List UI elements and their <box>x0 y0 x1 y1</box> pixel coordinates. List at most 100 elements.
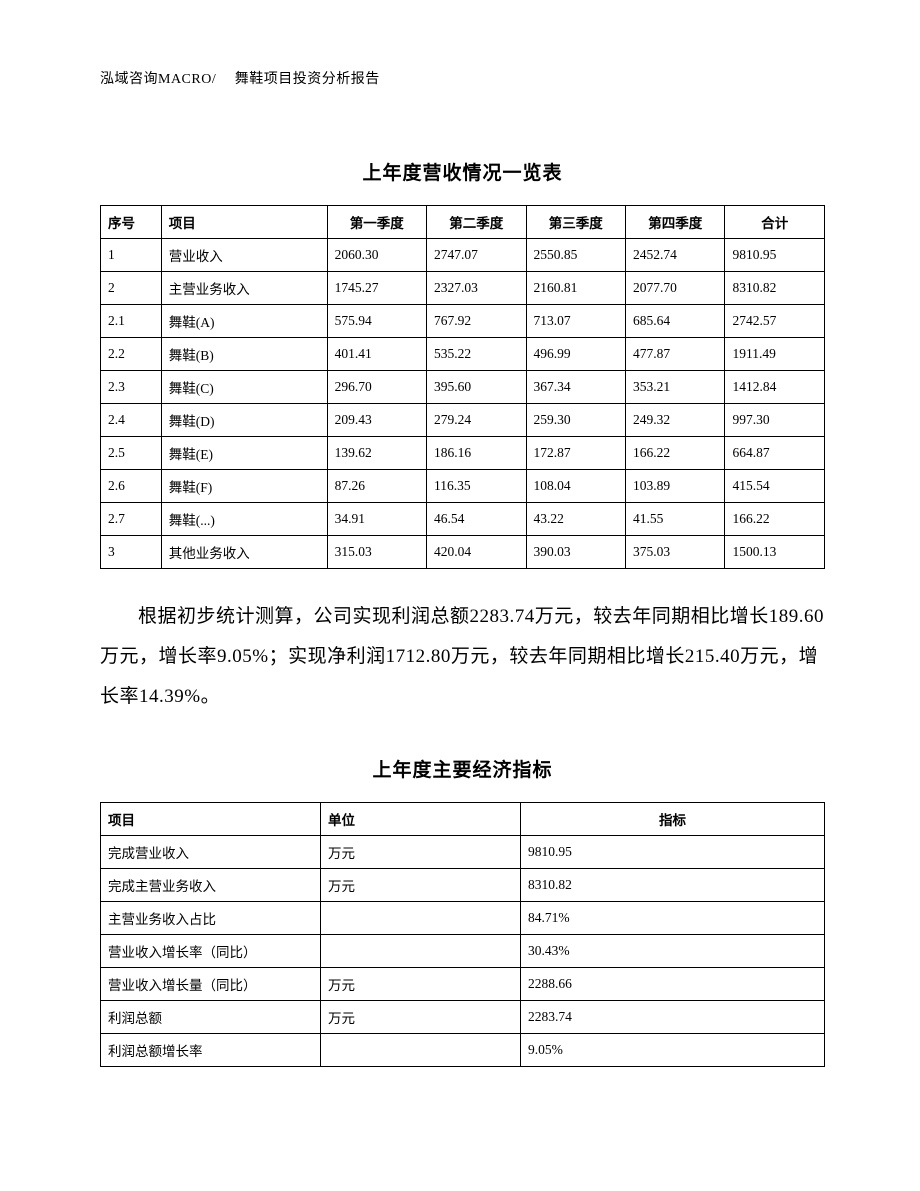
table-cell: 367.34 <box>526 371 625 404</box>
table-cell: 166.22 <box>725 503 825 536</box>
table-row: 2.1舞鞋(A)575.94767.92713.07685.642742.57 <box>101 305 825 338</box>
table-cell: 2060.30 <box>327 239 426 272</box>
table-cell: 575.94 <box>327 305 426 338</box>
table-cell: 496.99 <box>526 338 625 371</box>
header-text: 泓域咨询MACRO/ 舞鞋项目投资分析报告 <box>100 72 380 87</box>
table-cell: 172.87 <box>526 437 625 470</box>
table-cell: 997.30 <box>725 404 825 437</box>
table-cell: 利润总额增长率 <box>101 1033 321 1066</box>
table-cell: 9.05% <box>521 1033 825 1066</box>
table-cell: 249.32 <box>625 404 724 437</box>
table-row: 完成主营业务收入万元8310.82 <box>101 868 825 901</box>
table-row: 1营业收入2060.302747.072550.852452.749810.95 <box>101 239 825 272</box>
table-cell: 2288.66 <box>521 967 825 1000</box>
table-cell: 415.54 <box>725 470 825 503</box>
table-cell: 9810.95 <box>725 239 825 272</box>
table-cell: 103.89 <box>625 470 724 503</box>
table-cell: 30.43% <box>521 934 825 967</box>
table-cell: 139.62 <box>327 437 426 470</box>
table-cell: 2550.85 <box>526 239 625 272</box>
table-row: 完成营业收入万元9810.95 <box>101 835 825 868</box>
table-cell <box>321 934 521 967</box>
table-cell: 477.87 <box>625 338 724 371</box>
table-row: 营业收入增长率（同比） 30.43% <box>101 934 825 967</box>
table-row: 3其他业务收入315.03420.04390.03375.031500.13 <box>101 536 825 569</box>
table-cell: 186.16 <box>427 437 526 470</box>
table-header-row: 项目 单位 指标 <box>101 802 825 835</box>
table-cell: 2747.07 <box>427 239 526 272</box>
summary-paragraph: 根据初步统计测算，公司实现利润总额2283.74万元，较去年同期相比增长189.… <box>100 597 825 717</box>
col-header-item: 项目 <box>161 206 327 239</box>
table-cell: 舞鞋(B) <box>161 338 327 371</box>
table-cell: 万元 <box>321 967 521 1000</box>
table-row: 2.2舞鞋(B)401.41535.22496.99477.871911.49 <box>101 338 825 371</box>
table-cell: 209.43 <box>327 404 426 437</box>
table-cell: 8310.82 <box>725 272 825 305</box>
col-header-total: 合计 <box>725 206 825 239</box>
table-cell: 2283.74 <box>521 1000 825 1033</box>
table-cell: 2.6 <box>101 470 162 503</box>
table-cell: 舞鞋(E) <box>161 437 327 470</box>
table-cell: 34.91 <box>327 503 426 536</box>
table-cell: 舞鞋(C) <box>161 371 327 404</box>
table-cell: 166.22 <box>625 437 724 470</box>
table-cell: 舞鞋(A) <box>161 305 327 338</box>
table-row: 2.3舞鞋(C)296.70395.60367.34353.211412.84 <box>101 371 825 404</box>
page-header: 泓域咨询MACRO/ 舞鞋项目投资分析报告 <box>100 68 825 88</box>
table-row: 主营业务收入占比84.71% <box>101 901 825 934</box>
table-cell: 2452.74 <box>625 239 724 272</box>
table-cell: 3 <box>101 536 162 569</box>
table-cell: 279.24 <box>427 404 526 437</box>
table-cell: 315.03 <box>327 536 426 569</box>
table-cell: 营业收入 <box>161 239 327 272</box>
table-header-row: 序号 项目 第一季度 第二季度 第三季度 第四季度 合计 <box>101 206 825 239</box>
table-cell: 1745.27 <box>327 272 426 305</box>
table-cell: 2.5 <box>101 437 162 470</box>
table-cell: 2160.81 <box>526 272 625 305</box>
table-cell: 2742.57 <box>725 305 825 338</box>
table-row: 2.7舞鞋(...)34.9146.5443.2241.55166.22 <box>101 503 825 536</box>
table-cell: 9810.95 <box>521 835 825 868</box>
table-cell: 1 <box>101 239 162 272</box>
table-cell: 108.04 <box>526 470 625 503</box>
table-cell: 46.54 <box>427 503 526 536</box>
table-cell: 2077.70 <box>625 272 724 305</box>
table-cell: 2 <box>101 272 162 305</box>
table-cell: 完成营业收入 <box>101 835 321 868</box>
table-row: 2.6舞鞋(F)87.26116.35108.04103.89415.54 <box>101 470 825 503</box>
table-cell: 8310.82 <box>521 868 825 901</box>
table-cell: 43.22 <box>526 503 625 536</box>
table-cell: 2.1 <box>101 305 162 338</box>
table-cell <box>321 901 521 934</box>
col-header-q2: 第二季度 <box>427 206 526 239</box>
col-header-q3: 第三季度 <box>526 206 625 239</box>
table-cell: 2.2 <box>101 338 162 371</box>
indicator-table-body: 完成营业收入万元9810.95完成主营业务收入万元8310.82主营业务收入占比… <box>101 835 825 1066</box>
table-cell: 84.71% <box>521 901 825 934</box>
indicator-table: 项目 单位 指标 完成营业收入万元9810.95完成主营业务收入万元8310.8… <box>100 802 825 1067</box>
table-cell: 401.41 <box>327 338 426 371</box>
table-cell: 主营业务收入 <box>161 272 327 305</box>
table-cell: 535.22 <box>427 338 526 371</box>
table-cell: 利润总额 <box>101 1000 321 1033</box>
table-cell: 296.70 <box>327 371 426 404</box>
table-cell: 舞鞋(D) <box>161 404 327 437</box>
table-cell <box>321 1033 521 1066</box>
table-cell: 395.60 <box>427 371 526 404</box>
table-cell: 420.04 <box>427 536 526 569</box>
table-cell: 2.3 <box>101 371 162 404</box>
table-row: 2主营业务收入1745.272327.032160.812077.708310.… <box>101 272 825 305</box>
table-cell: 舞鞋(F) <box>161 470 327 503</box>
table-cell: 完成主营业务收入 <box>101 868 321 901</box>
table-cell: 万元 <box>321 868 521 901</box>
revenue-table-body: 1营业收入2060.302747.072550.852452.749810.95… <box>101 239 825 569</box>
table-cell: 390.03 <box>526 536 625 569</box>
col-header-indicator: 指标 <box>521 802 825 835</box>
table-cell: 舞鞋(...) <box>161 503 327 536</box>
table-cell: 2327.03 <box>427 272 526 305</box>
table-cell: 767.92 <box>427 305 526 338</box>
table-cell: 营业收入增长率（同比） <box>101 934 321 967</box>
revenue-table: 序号 项目 第一季度 第二季度 第三季度 第四季度 合计 1营业收入2060.3… <box>100 205 825 569</box>
table-cell: 1412.84 <box>725 371 825 404</box>
table-cell: 2.4 <box>101 404 162 437</box>
